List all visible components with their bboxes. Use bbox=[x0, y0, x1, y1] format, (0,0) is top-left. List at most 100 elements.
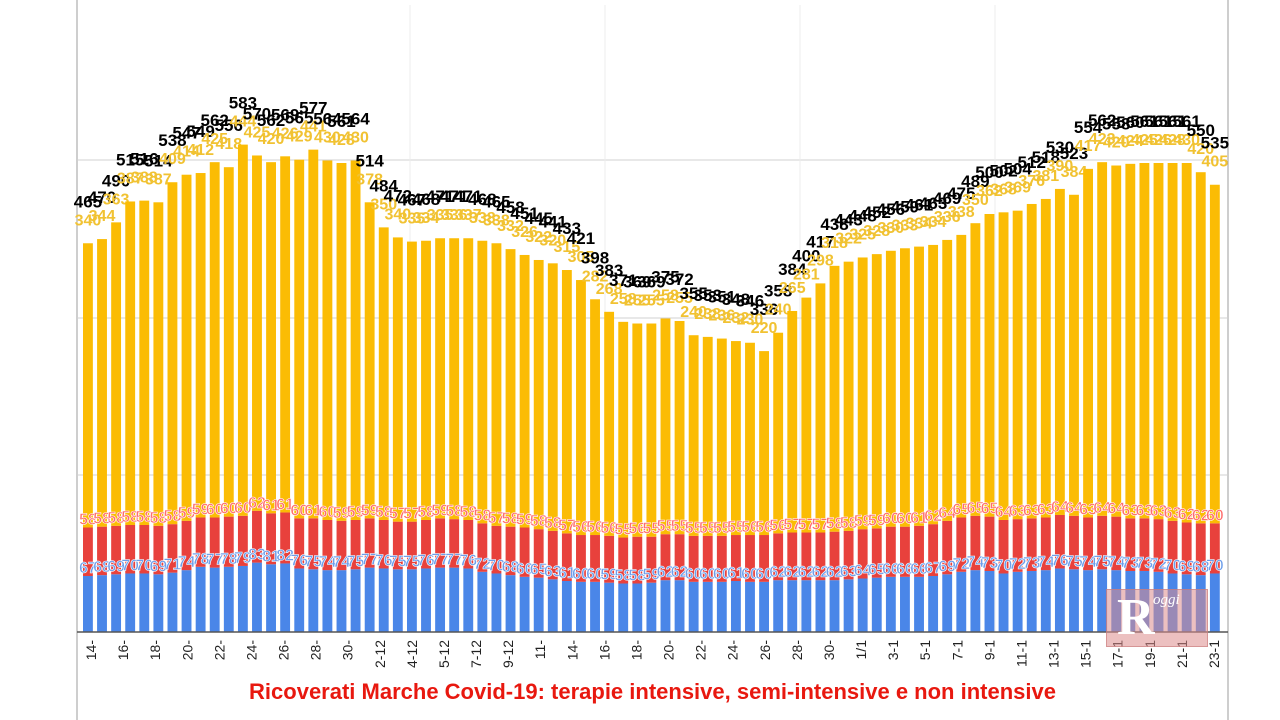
label-intensive-62: 72 bbox=[952, 556, 970, 573]
label-non-intensive-71: 417 bbox=[1075, 138, 1102, 155]
bar-semi-intensive-28 bbox=[477, 523, 488, 572]
bar-semi-intensive-35 bbox=[576, 535, 586, 582]
label-total-72: 562 bbox=[1088, 111, 1116, 130]
label-semi-intensive-12: 62 bbox=[248, 495, 266, 512]
label-semi-intensive-52: 57 bbox=[812, 517, 830, 534]
label-total-19: 564 bbox=[341, 109, 370, 128]
bar-non-intensive-32 bbox=[533, 259, 544, 530]
label-intensive-22: 75 bbox=[389, 553, 407, 570]
bar-semi-intensive-79 bbox=[1195, 523, 1206, 576]
bar-intensive-20 bbox=[364, 567, 375, 632]
bar-semi-intensive-0 bbox=[83, 527, 93, 576]
label-total-36: 398 bbox=[581, 248, 609, 267]
bar-non-intensive-66 bbox=[1012, 210, 1023, 520]
label-total-44: 353 bbox=[694, 286, 722, 305]
label-total-0: 465 bbox=[74, 192, 102, 211]
label-intensive-3: 70 bbox=[121, 557, 139, 574]
label-semi-intensive-68: 63 bbox=[1037, 501, 1055, 518]
label-total-9: 562 bbox=[201, 111, 229, 130]
label-total-46: 348 bbox=[722, 290, 750, 309]
label-semi-intensive-36: 56 bbox=[586, 519, 604, 536]
label-intensive-11: 79 bbox=[234, 550, 252, 567]
bar-semi-intensive-4 bbox=[139, 524, 150, 574]
label-non-intensive-67: 376 bbox=[1018, 173, 1045, 190]
label-intensive-73: 74 bbox=[1107, 554, 1125, 571]
label-total-27: 471 bbox=[454, 187, 482, 206]
label-intensive-31: 66 bbox=[516, 561, 534, 578]
label-total-10: 556 bbox=[215, 116, 243, 135]
bar-semi-intensive-51 bbox=[801, 532, 812, 581]
bar-non-intensive-20 bbox=[364, 202, 375, 519]
label-semi-intensive-29: 57 bbox=[488, 510, 506, 527]
label-intensive-17: 74 bbox=[319, 554, 337, 571]
bar-semi-intensive-22 bbox=[392, 521, 403, 570]
x-tick-label-28: 9-1 bbox=[981, 640, 997, 660]
label-intensive-24: 76 bbox=[417, 552, 435, 569]
label-intensive-27: 76 bbox=[459, 552, 477, 569]
label-intensive-2: 69 bbox=[107, 558, 125, 575]
bar-intensive-24 bbox=[421, 568, 431, 632]
label-non-intensive-54: 322 bbox=[835, 231, 862, 248]
bar-non-intensive-73 bbox=[1111, 165, 1122, 517]
bar-non-intensive-28 bbox=[477, 240, 488, 524]
bar-non-intensive-47 bbox=[745, 342, 755, 536]
label-intensive-26: 77 bbox=[445, 552, 463, 569]
label-intensive-49: 62 bbox=[769, 564, 787, 581]
label-total-29: 465 bbox=[482, 192, 510, 211]
label-non-intensive-75: 425 bbox=[1131, 132, 1158, 149]
bar-intensive-31 bbox=[519, 576, 530, 632]
label-total-69: 530 bbox=[1046, 138, 1074, 157]
label-total-56: 452 bbox=[863, 203, 891, 222]
bar-semi-intensive-9 bbox=[209, 517, 220, 568]
label-intensive-76: 72 bbox=[1150, 556, 1168, 573]
bar-non-intensive-30 bbox=[505, 249, 516, 527]
label-semi-intensive-15: 60 bbox=[290, 502, 308, 519]
label-non-intensive-77: 428 bbox=[1159, 132, 1186, 149]
bar-semi-intensive-16 bbox=[308, 518, 319, 570]
bar-intensive-25 bbox=[435, 567, 446, 632]
label-intensive-69: 76 bbox=[1051, 552, 1069, 569]
bar-intensive-68 bbox=[1040, 570, 1051, 632]
label-non-intensive-74: 424 bbox=[1117, 133, 1144, 150]
label-non-intensive-36: 282 bbox=[582, 268, 609, 285]
label-total-5: 514 bbox=[144, 151, 173, 170]
label-semi-intensive-48: 56 bbox=[755, 519, 773, 536]
label-non-intensive-69: 390 bbox=[1047, 158, 1074, 175]
bar-non-intensive-79 bbox=[1195, 172, 1206, 524]
bar-non-intensive-33 bbox=[547, 263, 558, 531]
bar-non-intensive-24 bbox=[421, 240, 431, 520]
bar-intensive-4 bbox=[139, 573, 150, 632]
bar-non-intensive-76 bbox=[1153, 163, 1164, 520]
bar-intensive-18 bbox=[336, 570, 347, 632]
label-intensive-65: 70 bbox=[995, 557, 1013, 574]
label-non-intensive-79: 420 bbox=[1187, 141, 1214, 158]
x-tick-label-1: 16- bbox=[115, 640, 131, 661]
bar-semi-intensive-70 bbox=[1069, 515, 1079, 570]
label-non-intensive-53: 318 bbox=[821, 235, 848, 252]
label-total-68: 518 bbox=[1032, 148, 1060, 167]
label-intensive-34: 61 bbox=[558, 565, 576, 582]
label-semi-intensive-24: 58 bbox=[417, 504, 435, 521]
label-non-intensive-76: 426 bbox=[1145, 132, 1172, 149]
x-tick-label-3: 20- bbox=[179, 640, 195, 661]
bar-non-intensive-54 bbox=[843, 261, 854, 531]
label-intensive-33: 63 bbox=[544, 563, 562, 580]
x-tick-label-29: 11-1 bbox=[1013, 640, 1029, 667]
x-tick-label-8: 30- bbox=[340, 640, 356, 661]
label-total-62: 475 bbox=[947, 184, 975, 203]
bar-semi-intensive-44 bbox=[702, 535, 713, 582]
bar-intensive-57 bbox=[885, 576, 896, 632]
bar-semi-intensive-34 bbox=[561, 533, 572, 582]
label-non-intensive-17: 430 bbox=[314, 129, 341, 146]
label-intensive-9: 77 bbox=[206, 552, 224, 569]
chart-caption: Ricoverati Marche Covid-19: terapie inte… bbox=[249, 679, 1056, 704]
bar-semi-intensive-55 bbox=[857, 529, 868, 579]
label-non-intensive-42: 255 bbox=[666, 290, 693, 307]
label-total-12: 570 bbox=[243, 104, 271, 123]
label-non-intensive-57: 330 bbox=[878, 220, 905, 237]
label-non-intensive-58: 333 bbox=[892, 217, 919, 234]
label-total-77: 561 bbox=[1158, 112, 1186, 131]
label-semi-intensive-0: 58 bbox=[79, 512, 97, 529]
bar-non-intensive-0 bbox=[83, 243, 93, 528]
label-semi-intensive-28: 58 bbox=[473, 507, 491, 524]
